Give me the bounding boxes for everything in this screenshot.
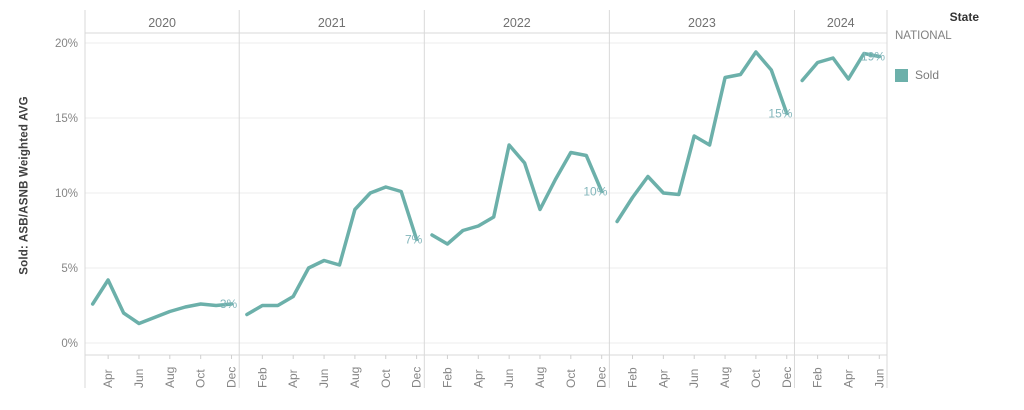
panel-header-2024: 2024 (827, 16, 855, 30)
month-label-2020-Dec: Dec (225, 367, 239, 388)
line-series-2022[interactable] (430, 143, 604, 246)
month-label-2020-Jun: Jun (132, 369, 146, 388)
y-tick-label-20%: 20% (55, 38, 78, 50)
month-label-2022-Oct: Oct (564, 369, 578, 388)
month-label-2020-Oct: Oct (194, 369, 208, 388)
y-tick-label-10%: 10% (55, 188, 78, 200)
legend-item-label: Sold (915, 68, 940, 82)
line-series-2023[interactable] (615, 50, 789, 224)
annotation-2020: 3% (220, 297, 238, 311)
legend-title: State (949, 10, 979, 24)
month-label-2023-Apr: Apr (656, 369, 670, 388)
panel-header-2020: 2020 (148, 16, 176, 30)
annotation-2022: 10% (583, 185, 607, 199)
month-label-2022-Apr: Apr (471, 369, 485, 388)
month-label-2021-Oct: Oct (379, 369, 393, 388)
panel-header-2022: 2022 (503, 16, 531, 30)
y-axis-title: Sold: ASB/ASNB Weighted AVG (18, 96, 31, 275)
month-label-2022-Aug: Aug (533, 367, 547, 388)
annotation-2021: 7% (405, 233, 423, 247)
month-label-2020-Aug: Aug (163, 367, 177, 388)
panel-header-2023: 2023 (688, 16, 716, 30)
line-series-2024[interactable] (800, 51, 882, 83)
month-label-2023-Aug: Aug (718, 367, 732, 388)
y-tick-label-0%: 0% (61, 338, 78, 350)
line-series-2021[interactable] (245, 185, 419, 317)
month-label-2024-Feb: Feb (811, 367, 825, 388)
month-label-2021-Dec: Dec (410, 367, 424, 388)
month-label-2021-Aug: Aug (348, 367, 362, 388)
month-label-2022-Jun: Jun (502, 369, 516, 388)
panel-header-2021: 2021 (318, 16, 346, 30)
y-tick-label-5%: 5% (61, 263, 78, 275)
legend: State NATIONAL Sold (895, 10, 1020, 82)
month-label-2021-Feb: Feb (255, 367, 269, 388)
month-label-2023-Oct: Oct (749, 369, 763, 388)
month-label-2023-Jun: Jun (687, 369, 701, 388)
y-tick-label-15%: 15% (55, 113, 78, 125)
month-label-2020-Apr: Apr (101, 369, 115, 388)
month-label-2021-Apr: Apr (286, 369, 300, 388)
legend-item-sold[interactable]: Sold (895, 68, 1020, 82)
month-label-2024-Jun: Jun (872, 369, 886, 388)
sold-color-swatch-icon (895, 68, 908, 82)
annotation-2024: 19% (861, 50, 885, 64)
line-series-2020[interactable] (90, 278, 234, 326)
month-label-2022-Feb: Feb (440, 367, 454, 388)
month-label-2024-Apr: Apr (841, 369, 855, 388)
month-label-2021-Jun: Jun (317, 369, 331, 388)
month-label-2023-Dec: Dec (780, 367, 794, 388)
legend-value-national: NATIONAL (895, 30, 952, 42)
month-label-2023-Feb: Feb (626, 367, 640, 388)
month-label-2022-Dec: Dec (595, 367, 609, 388)
annotation-2023: 15% (768, 107, 792, 121)
